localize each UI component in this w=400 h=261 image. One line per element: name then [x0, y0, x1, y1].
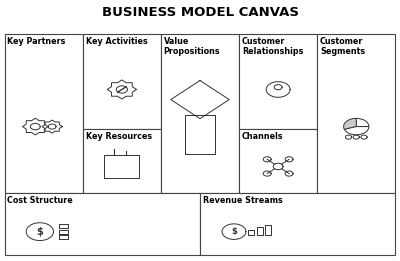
Text: Value
Propositions: Value Propositions: [164, 37, 220, 56]
Text: Key Activities: Key Activities: [86, 37, 147, 46]
Wedge shape: [356, 118, 369, 127]
Bar: [161, 34, 239, 193]
Text: Cost Structure: Cost Structure: [8, 196, 73, 205]
Wedge shape: [344, 127, 369, 135]
Bar: [200, 193, 395, 255]
Bar: [83, 129, 161, 193]
Text: $: $: [36, 227, 43, 237]
Text: BUSINESS MODEL CANVAS: BUSINESS MODEL CANVAS: [102, 6, 298, 19]
Text: Key Resources: Key Resources: [86, 132, 152, 141]
Bar: [239, 34, 317, 129]
Text: Customer
Segments: Customer Segments: [320, 37, 365, 56]
Bar: [83, 34, 161, 129]
Bar: [5, 193, 200, 255]
Wedge shape: [344, 118, 356, 129]
Text: Key Partners: Key Partners: [8, 37, 66, 46]
Text: Channels: Channels: [242, 132, 284, 141]
Bar: [239, 129, 317, 193]
Text: Customer
Relationships: Customer Relationships: [242, 37, 303, 56]
Text: Revenue Streams: Revenue Streams: [203, 196, 282, 205]
Bar: [5, 34, 83, 193]
Bar: [317, 34, 395, 193]
Text: $: $: [231, 227, 237, 236]
